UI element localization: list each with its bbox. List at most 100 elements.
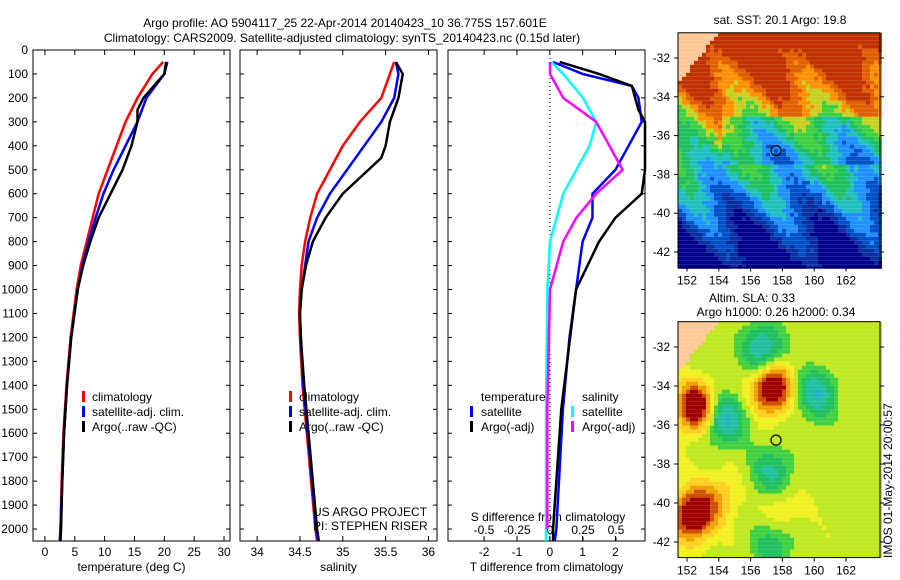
map-cell xyxy=(818,216,822,221)
map-cell xyxy=(746,208,750,213)
map-cell xyxy=(762,128,766,133)
map-cell xyxy=(774,48,778,53)
map-cell xyxy=(698,32,702,37)
map-cell xyxy=(826,96,830,101)
map-cell xyxy=(758,325,762,330)
map-cell xyxy=(714,152,718,157)
map-cell xyxy=(834,325,838,330)
map-cell xyxy=(706,433,710,438)
map-cell xyxy=(778,377,782,382)
map-cell xyxy=(754,156,758,161)
map-cell xyxy=(754,36,758,41)
map-cell xyxy=(766,449,770,454)
map-cell xyxy=(734,397,738,402)
map-cell xyxy=(874,437,878,442)
map-cell xyxy=(802,84,806,89)
map-cell xyxy=(746,397,750,402)
map-cell xyxy=(758,393,762,398)
map-cell xyxy=(858,44,862,49)
map-cell xyxy=(698,124,702,129)
map-cell xyxy=(726,40,730,45)
map-cell xyxy=(842,264,846,269)
map-cell xyxy=(786,244,790,249)
map-cell xyxy=(842,252,846,257)
map-cell xyxy=(738,325,742,330)
map-cell xyxy=(746,236,750,241)
map-cell xyxy=(750,120,754,125)
map-cell xyxy=(774,144,778,149)
map-cell xyxy=(714,401,718,406)
lon-tick-label: 154 xyxy=(709,274,729,288)
map-cell xyxy=(794,120,798,125)
map-cell xyxy=(786,80,790,85)
map-cell xyxy=(810,357,814,362)
map-cell xyxy=(842,168,846,173)
map-cell xyxy=(846,361,850,366)
map-cell xyxy=(774,401,778,406)
map-cell xyxy=(726,321,730,326)
map-cell xyxy=(754,88,758,93)
map-cell xyxy=(742,413,746,418)
map-cell xyxy=(746,52,750,57)
map-cell xyxy=(678,357,682,362)
map-cell xyxy=(694,76,698,81)
map-cell xyxy=(718,52,722,57)
map-cell xyxy=(746,80,750,85)
map-cell xyxy=(866,389,870,394)
map-cell xyxy=(694,417,698,422)
map-cell xyxy=(694,341,698,346)
map-cell xyxy=(742,264,746,269)
map-cell xyxy=(794,156,798,161)
map-cell xyxy=(770,164,774,169)
map-cell xyxy=(706,136,710,141)
map-cell xyxy=(806,252,810,257)
map-cell xyxy=(870,252,874,257)
map-cell xyxy=(766,413,770,418)
map-cell xyxy=(762,124,766,129)
map-cell xyxy=(866,232,870,237)
map-cell xyxy=(750,349,754,354)
map-cell xyxy=(722,413,726,418)
map-cell xyxy=(698,176,702,181)
map-cell xyxy=(806,224,810,229)
map-cell xyxy=(838,228,842,233)
map-cell xyxy=(806,156,810,161)
map-cell xyxy=(694,204,698,209)
map-cell xyxy=(722,349,726,354)
map-cell xyxy=(782,32,786,37)
map-cell xyxy=(802,92,806,97)
map-cell xyxy=(778,68,782,73)
map-cell xyxy=(750,413,754,418)
map-cell xyxy=(826,100,830,105)
map-cell xyxy=(682,104,686,109)
map-cell xyxy=(698,409,702,414)
map-cell xyxy=(766,36,770,41)
map-cell xyxy=(734,180,738,185)
map-cell xyxy=(678,188,682,193)
map-cell xyxy=(798,128,802,133)
map-cell xyxy=(830,429,834,434)
map-cell xyxy=(698,120,702,125)
map-cell xyxy=(710,321,714,326)
map-cell xyxy=(854,156,858,161)
map-cell xyxy=(734,76,738,81)
map-cell xyxy=(718,381,722,386)
map-cell xyxy=(822,52,826,57)
map-cell xyxy=(810,349,814,354)
map-cell xyxy=(678,228,682,233)
map-cell xyxy=(870,365,874,370)
map-cell xyxy=(858,196,862,201)
map-cell xyxy=(706,212,710,217)
map-cell xyxy=(770,160,774,165)
x-tick-label: 36 xyxy=(422,545,436,559)
map-cell xyxy=(850,445,854,450)
map-cell xyxy=(798,136,802,141)
map-cell xyxy=(734,449,738,454)
map-cell xyxy=(874,116,878,121)
map-cell xyxy=(846,429,850,434)
map-cell xyxy=(778,156,782,161)
map-cell xyxy=(842,333,846,338)
map-cell xyxy=(814,337,818,342)
map-cell xyxy=(778,264,782,269)
map-cell xyxy=(802,196,806,201)
